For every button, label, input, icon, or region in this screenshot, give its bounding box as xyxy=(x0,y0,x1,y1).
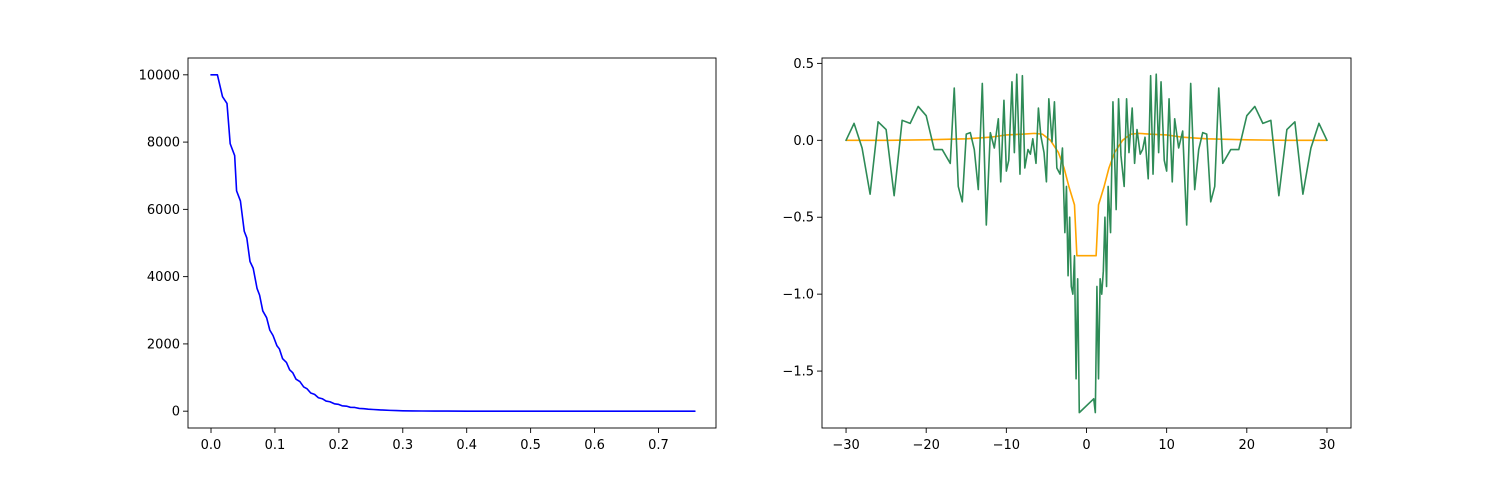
x-tick-label: 0.3 xyxy=(392,438,413,453)
y-tick-label: 6000 xyxy=(147,203,180,218)
x-tick-label: 0.0 xyxy=(201,438,222,453)
y-tick-label: 0.5 xyxy=(793,57,814,72)
series-line-noisy xyxy=(845,73,1328,414)
x-tick-label: 0.1 xyxy=(265,438,286,453)
x-tick-label: 10 xyxy=(1158,438,1175,453)
series-line-smooth xyxy=(845,132,1328,257)
chart-right: −30 −20 −10 0 10 20 30 0.5 0.0 −0.5 −1.0 −1.5 xyxy=(782,57,1352,453)
x-tick-label: −30 xyxy=(832,438,859,453)
x-tick-label: 20 xyxy=(1239,438,1256,453)
y-tick-label: −1.0 xyxy=(782,288,814,303)
y-tick-label: 0 xyxy=(172,405,180,420)
chart-left: 0.0 0.1 0.2 0.3 0.4 0.5 0.6 0.7 0 2000 4000 6000 800… xyxy=(139,57,717,453)
x-tick-label: −10 xyxy=(993,438,1020,453)
axes-frame xyxy=(187,57,717,429)
y-tick-label: 10000 xyxy=(139,68,180,83)
series-line-decay xyxy=(210,74,696,412)
x-tick-label: 0.6 xyxy=(584,438,605,453)
y-tick-label: 0.0 xyxy=(793,134,814,149)
x-tick-label: 0 xyxy=(1082,438,1090,453)
axes-frame xyxy=(821,57,1352,429)
y-tick-label: −0.5 xyxy=(782,211,814,226)
y-tick-label: 8000 xyxy=(147,136,180,151)
x-tick-label: 0.4 xyxy=(456,438,477,453)
y-tick-label: 4000 xyxy=(147,270,180,285)
x-tick-label: 0.5 xyxy=(520,438,541,453)
x-tick-label: 0.2 xyxy=(329,438,350,453)
y-tick-label: 2000 xyxy=(147,337,180,352)
x-tick-label: 0.7 xyxy=(648,438,669,453)
x-tick-label: −20 xyxy=(912,438,939,453)
x-tick-label: 30 xyxy=(1319,438,1336,453)
y-tick-label: −1.5 xyxy=(782,365,814,380)
